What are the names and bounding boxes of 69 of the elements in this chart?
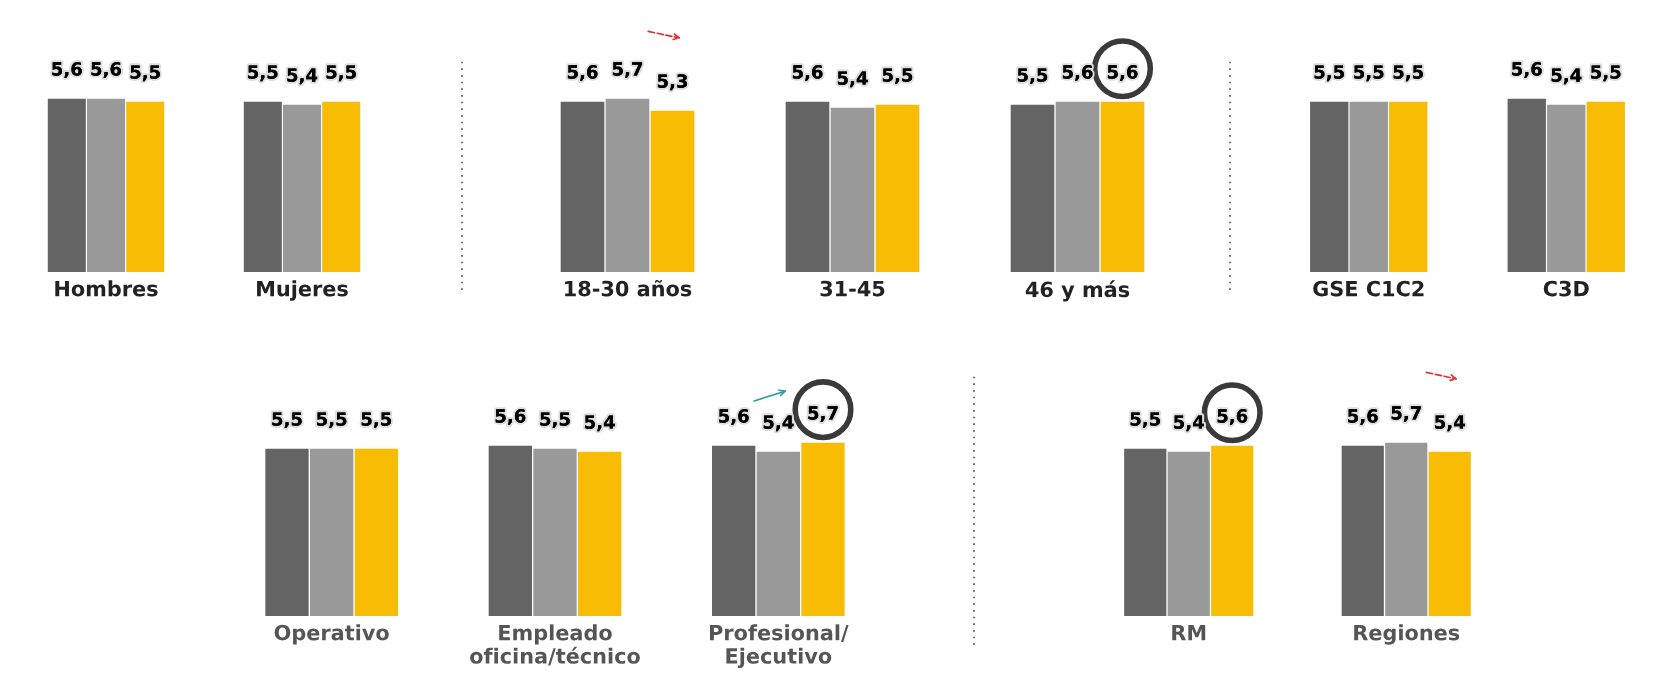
- bar: [354, 448, 398, 616]
- bar: [830, 107, 875, 272]
- x-tick-label: Operativo: [274, 624, 389, 645]
- x-tick-label: Hombres: [55, 280, 158, 297]
- data-label: 5,5: [1314, 65, 1344, 82]
- x-tick-label: 31-45: [820, 280, 885, 297]
- data-label: 5,6: [1512, 62, 1542, 79]
- bar: [756, 451, 800, 616]
- bar: [1167, 451, 1210, 616]
- data-label: 5,6: [567, 65, 598, 82]
- data-label: 5,5: [248, 65, 278, 82]
- x-tick-label: 46 y más: [1025, 280, 1130, 302]
- data-label: 5,5: [1354, 65, 1384, 82]
- data-label: 5,3: [657, 74, 688, 91]
- data-label: 5,4: [1174, 415, 1204, 432]
- data-label: 5,6: [719, 409, 749, 426]
- x-tick-label: Empleado oficina/técnico: [470, 624, 640, 666]
- bar: [1010, 104, 1055, 272]
- bar: [488, 445, 532, 616]
- x-tick-label: GSE C1C2: [1313, 280, 1424, 297]
- data-label: 5,5: [1017, 68, 1048, 85]
- data-label: 5,6: [1217, 409, 1248, 426]
- x-tick-label: Mujeres: [257, 280, 348, 301]
- bar: [578, 451, 622, 616]
- x-tick-label: Profesional/ Ejecutivo: [709, 624, 849, 668]
- data-label: 5,6: [1107, 65, 1138, 82]
- data-label: 5,6: [1062, 65, 1093, 82]
- data-label: 5,6: [792, 65, 823, 82]
- data-label: 5,4: [585, 415, 615, 432]
- data-label: 5,5: [361, 412, 392, 429]
- bar: [1124, 448, 1167, 616]
- data-label: 5,5: [1591, 65, 1621, 82]
- x-tick-label: 18-30 años: [565, 279, 692, 297]
- data-label: 5,4: [1551, 68, 1582, 85]
- data-label: 5,5: [272, 412, 302, 429]
- data-label: 5,5: [317, 412, 347, 429]
- bar: [1428, 451, 1471, 616]
- data-label: 5,4: [287, 68, 318, 85]
- x-tick-label: RM: [1172, 624, 1206, 641]
- data-label: 5,4: [837, 71, 868, 88]
- data-label: 5,5: [882, 68, 913, 85]
- bar: [533, 448, 577, 616]
- data-label: 5,4: [763, 415, 794, 432]
- bar: [1341, 445, 1384, 616]
- bar: [650, 110, 695, 272]
- data-label: 5,5: [130, 65, 160, 82]
- bar: [605, 98, 650, 272]
- data-label: 5,4: [1435, 415, 1465, 432]
- bar: [1055, 101, 1100, 272]
- data-label: 5,6: [495, 409, 526, 426]
- bar: [265, 448, 309, 616]
- data-label: 5,5: [1130, 412, 1160, 429]
- data-label: 5,5: [1393, 65, 1423, 82]
- bar: [875, 104, 920, 272]
- data-label: 5,6: [91, 62, 122, 79]
- data-label: 5,5: [326, 65, 356, 82]
- data-label: 5,7: [1391, 406, 1421, 423]
- x-tick-label: C3D: [1543, 280, 1589, 297]
- data-label: 5,6: [1348, 409, 1378, 426]
- bar: [712, 445, 756, 616]
- x-tick-label: Regiones: [1354, 624, 1460, 645]
- bar: [1385, 442, 1428, 616]
- bar: [785, 101, 830, 272]
- data-label: 5,7: [808, 406, 838, 423]
- data-label: 5,5: [540, 412, 570, 429]
- data-label: 5,7: [612, 62, 643, 79]
- data-label: 5,6: [52, 62, 82, 79]
- bar: [310, 448, 354, 616]
- bar: [560, 101, 605, 272]
